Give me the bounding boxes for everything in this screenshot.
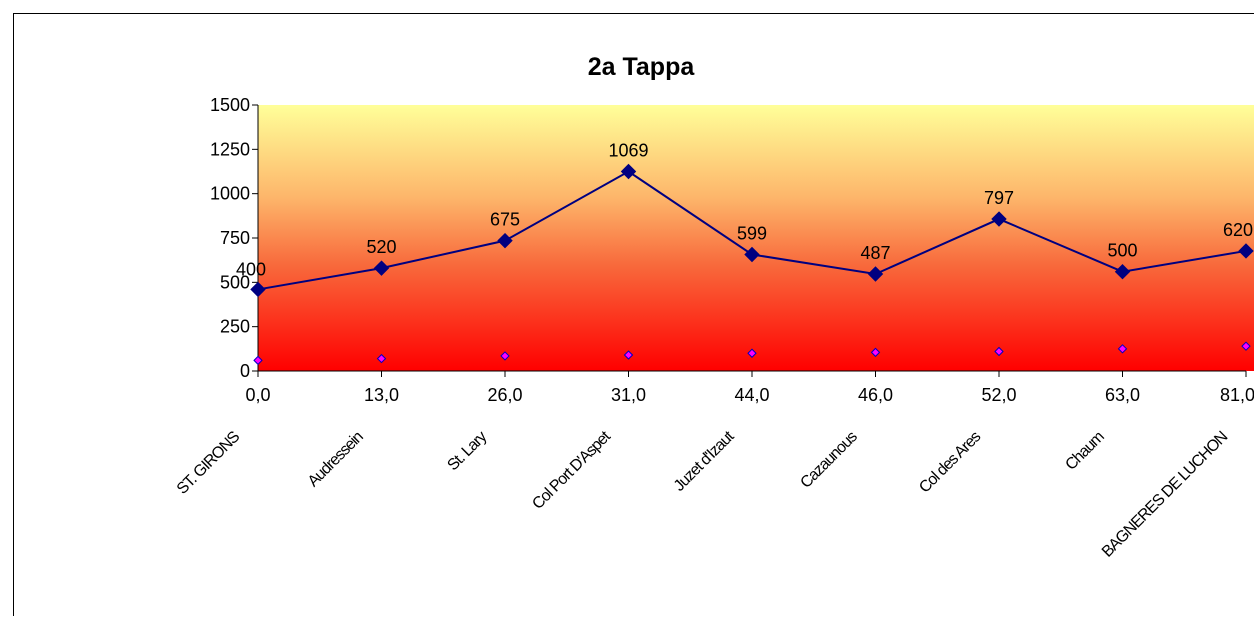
point-main [1238, 243, 1254, 259]
point-secondary [1241, 341, 1251, 351]
data-label: 400 [236, 259, 266, 279]
point-secondary [747, 348, 757, 358]
category-label: ST. GIRONS [174, 429, 243, 498]
x-axis: 0,0 13,0 26,0 31,0 44,0 46,0 52,0 63,0 81,0 [245, 370, 1254, 405]
category-label: BAGNERES DE LUCHON [1099, 428, 1231, 560]
data-label: 797 [984, 188, 1014, 208]
point-secondary [253, 355, 263, 366]
data-label: 520 [366, 237, 396, 257]
data-label: 487 [860, 243, 890, 263]
x-tick-label: 63,0 [1105, 385, 1140, 405]
category-label: Cazaunous [797, 428, 861, 492]
category-labels: ST. GIRONS Audressein St. Lary Col Port D'A… [174, 428, 1231, 561]
point-main [620, 163, 637, 180]
data-label: 675 [490, 210, 520, 230]
x-tick-label: 44,0 [734, 385, 769, 405]
x-tick-label: 31,0 [611, 385, 646, 405]
point-main [744, 246, 760, 263]
y-tick-label: 1000 [210, 184, 250, 204]
data-label: 1069 [608, 141, 648, 161]
category-label: Audressein [305, 429, 367, 491]
y-axis: 0 250 500 750 1000 1250 1500 [210, 95, 259, 381]
chart-frame: 2a Tappa 0 250 500 750 1000 1250 1500 0,0 13,0 2… [13, 13, 1254, 616]
data-label: 620 [1223, 220, 1253, 240]
x-tick-label: 81,0 [1220, 385, 1254, 405]
category-label: Juzet d'Izaut [671, 428, 738, 495]
point-main [867, 266, 884, 282]
point-main [991, 211, 1007, 227]
y-tick-label: 500 [220, 272, 250, 292]
x-tick-label: 26,0 [487, 385, 522, 405]
point-secondary [994, 346, 1004, 357]
point-main [373, 260, 390, 276]
point-main [497, 232, 513, 249]
y-tick-label: 1250 [210, 139, 250, 159]
category-label: Col Port D'Aspet [529, 428, 614, 513]
plot-area [258, 105, 1254, 371]
x-tick-label: 46,0 [858, 385, 893, 405]
point-secondary [500, 351, 510, 361]
x-tick-label: 52,0 [981, 385, 1016, 405]
y-tick-label: 1500 [210, 95, 250, 115]
y-tick-label: 0 [240, 361, 250, 381]
y-tick-label: 250 [220, 317, 250, 337]
point-secondary [870, 347, 881, 358]
y-tick-label: 750 [220, 228, 250, 248]
category-label: Chaum [1062, 428, 1107, 473]
point-secondary [376, 353, 387, 364]
category-label: St. Lary [444, 428, 490, 474]
series-main: 400 520 675 1069 599 487 797 500 620 [236, 141, 1254, 298]
category-label: Col des Ares [916, 428, 984, 496]
point-main [1114, 263, 1131, 280]
point-secondary [1117, 344, 1128, 354]
chart-svg: 2a Tappa 0 250 500 750 1000 1250 1500 0,0 13,0 2… [174, 53, 1254, 561]
data-label: 599 [737, 223, 767, 243]
chart-title: 2a Tappa [588, 53, 696, 81]
series-secondary [253, 341, 1251, 366]
data-label: 500 [1107, 241, 1137, 261]
x-tick-label: 0,0 [245, 385, 270, 405]
x-tick-label: 13,0 [364, 385, 399, 405]
point-main [250, 281, 266, 298]
point-secondary [623, 350, 634, 360]
